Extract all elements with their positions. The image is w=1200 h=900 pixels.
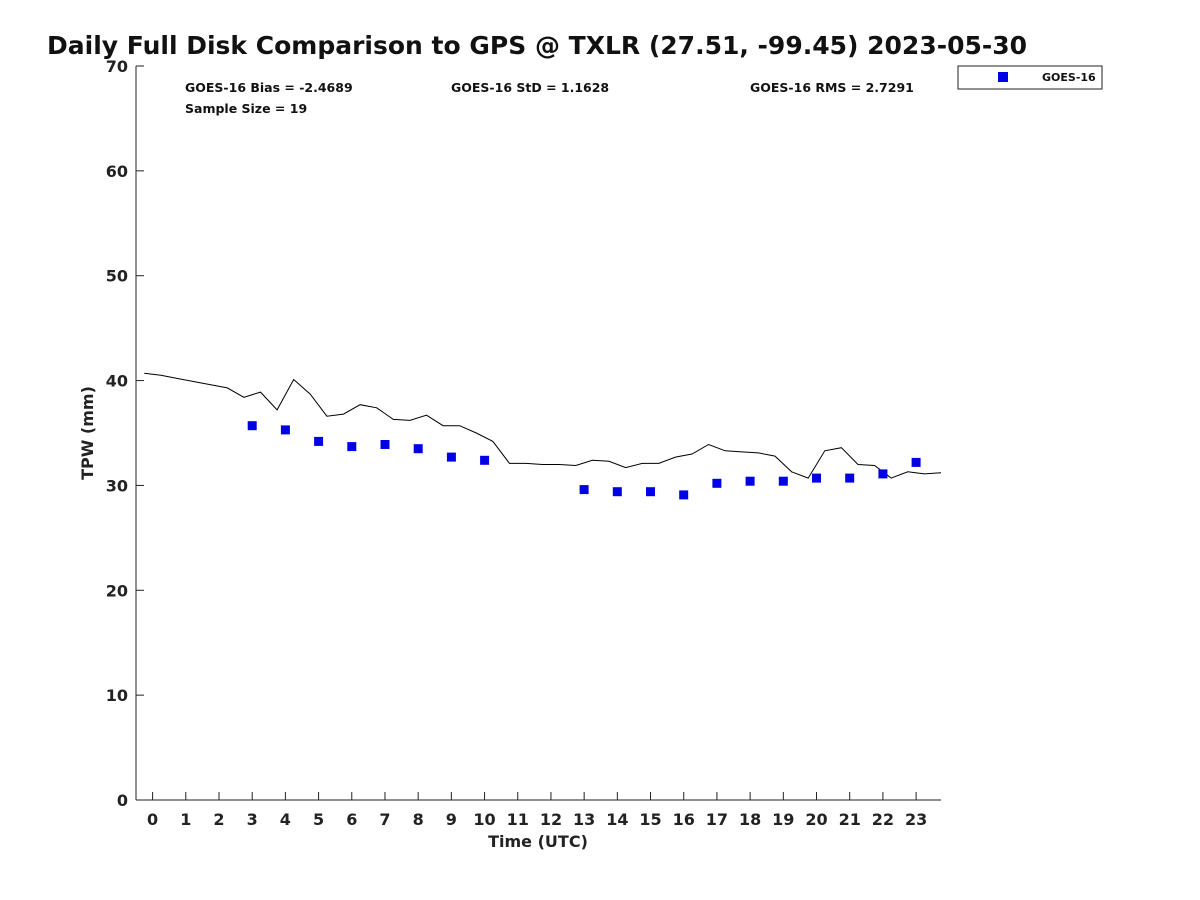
goes16-point	[579, 485, 589, 495]
y-tick-label: 20	[106, 581, 128, 600]
legend: GOES-16	[957, 65, 1103, 90]
goes16-point	[347, 442, 357, 452]
y-tick-label: 30	[106, 476, 128, 495]
x-tick-label: 10	[473, 810, 495, 829]
x-tick-label: 13	[573, 810, 595, 829]
x-tick-label: 20	[805, 810, 827, 829]
y-tick-label: 50	[106, 267, 128, 286]
goes16-point	[712, 478, 722, 488]
goes16-point	[845, 473, 855, 483]
goes16-point	[446, 452, 456, 462]
goes16-point	[413, 444, 423, 454]
goes16-point	[646, 487, 655, 497]
x-tick-label: 1	[180, 810, 191, 829]
x-tick-label: 11	[507, 810, 529, 829]
x-tick-label: 17	[706, 810, 728, 829]
x-tick-label: 15	[639, 810, 661, 829]
x-tick-label: 14	[606, 810, 628, 829]
goes16-point	[911, 457, 921, 467]
y-tick-label: 70	[106, 57, 128, 76]
goes16-point	[280, 425, 290, 435]
x-tick-label: 3	[247, 810, 258, 829]
goes16-point	[247, 421, 257, 431]
goes16-point	[314, 436, 324, 446]
goes16-series	[247, 421, 921, 500]
goes16-point	[778, 476, 788, 486]
x-axis-label: Time (UTC)	[488, 832, 588, 851]
x-tick-label: 23	[905, 810, 927, 829]
y-tick-label: 40	[106, 372, 128, 391]
legend-box	[957, 65, 1103, 90]
x-tick-label: 0	[147, 810, 158, 829]
line-series	[144, 372, 942, 479]
x-tick-label: 12	[540, 810, 562, 829]
goes16-point	[812, 473, 821, 483]
stat-std: GOES-16 StD = 1.1628	[451, 80, 609, 95]
goes16-point	[745, 476, 755, 486]
x-tick-label: 16	[673, 810, 695, 829]
x-tick-label: 5	[313, 810, 324, 829]
x-tick-label: 7	[379, 810, 390, 829]
x-tick-label: 18	[739, 810, 761, 829]
goes16-point	[380, 440, 390, 449]
x-tick-label: 6	[346, 810, 357, 829]
x-tick-label: 21	[839, 810, 861, 829]
x-tick-label: 8	[413, 810, 424, 829]
x-tick-label: 2	[213, 810, 224, 829]
y-axis-label: TPW (mm)	[78, 386, 97, 480]
x-tick-label: 4	[280, 810, 291, 829]
stats-box: GOES-16 Bias = -2.4689 GOES-16 StD = 1.1…	[185, 80, 914, 116]
chart-title: Daily Full Disk Comparison to GPS @ TXLR…	[47, 31, 1027, 60]
y-tick-label: 10	[106, 686, 128, 705]
legend-marker	[998, 72, 1008, 82]
x-tick-label: 22	[872, 810, 894, 829]
goes16-point	[612, 487, 622, 497]
stat-sample-size: Sample Size = 19	[185, 101, 307, 116]
legend-label: GOES-16	[1042, 71, 1096, 84]
goes16-point	[679, 490, 689, 500]
goes16-point	[480, 455, 490, 465]
x-tick-label: 9	[446, 810, 457, 829]
axes	[135, 66, 941, 801]
x-ticks: 0 1 2 3 4 5 6 7 8 9 10 11 12 13 14 15 16 17 18 19 20 21 22 23	[147, 792, 927, 829]
y-tick-label: 60	[106, 162, 128, 181]
y-tick-label: 0	[117, 791, 128, 810]
line-series-path	[144, 372, 942, 479]
y-ticks: 0 10 20 30 40 50 60 70	[106, 57, 144, 810]
x-tick-label: 19	[772, 810, 794, 829]
stat-bias: GOES-16 Bias = -2.4689	[185, 80, 353, 95]
goes16-point	[878, 469, 888, 479]
stat-rms: GOES-16 RMS = 2.7291	[750, 80, 914, 95]
